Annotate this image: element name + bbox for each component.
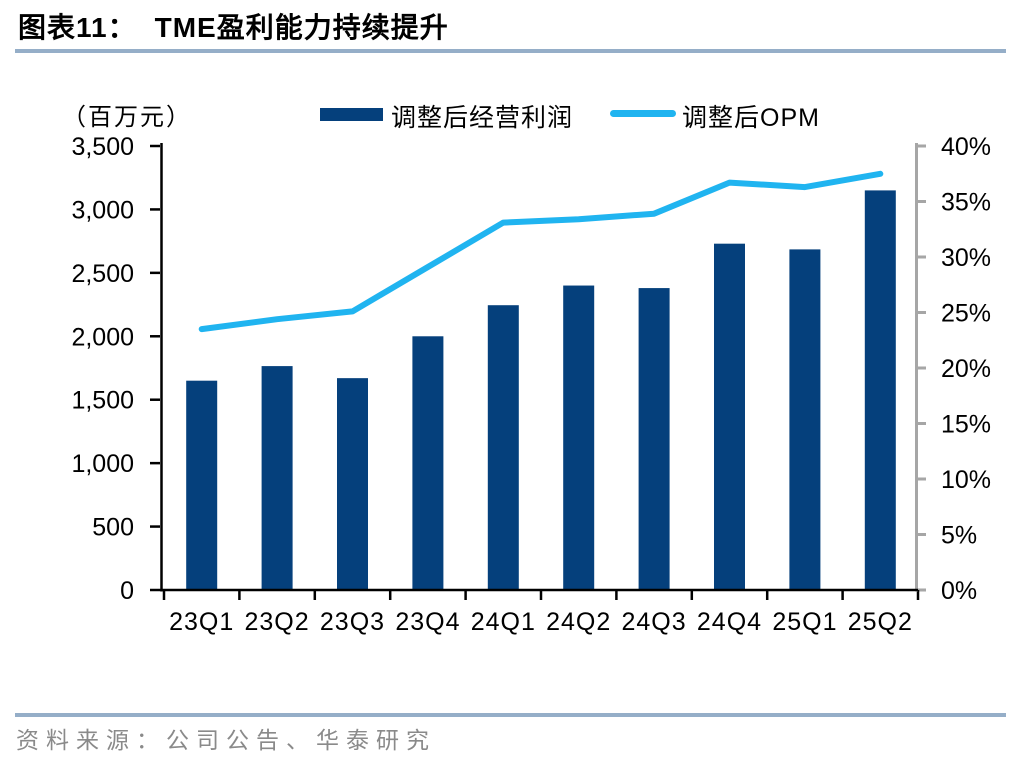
x-axis-category-label: 23Q1 bbox=[169, 608, 234, 636]
left-axis-tick-label: 2,000 bbox=[71, 323, 134, 351]
opm-line-series bbox=[198, 170, 884, 333]
left-axis-tick-label: 1,500 bbox=[71, 387, 134, 415]
bar-24Q4 bbox=[714, 243, 745, 590]
left-axis-tick-label: 500 bbox=[92, 514, 134, 542]
legend-line-swatch bbox=[610, 110, 676, 117]
x-axis-category-label: 23Q2 bbox=[245, 608, 310, 636]
figure-title-text: TME盈利能力持续提升 bbox=[154, 12, 449, 43]
right-axis-tick-label: 30% bbox=[941, 244, 991, 272]
right-axis-tick-label: 10% bbox=[941, 466, 991, 494]
bar-25Q1 bbox=[789, 249, 821, 591]
right-axis-tick-label: 20% bbox=[941, 355, 991, 383]
title-divider bbox=[15, 49, 1006, 53]
right-axis-tick-label: 15% bbox=[941, 411, 991, 439]
right-axis-tick-label: 35% bbox=[941, 189, 991, 217]
bar-25Q2 bbox=[864, 190, 896, 590]
footer-divider bbox=[15, 713, 1006, 717]
legend-bar-label: 调整后经营利润 bbox=[391, 104, 574, 132]
legend-bar-swatch bbox=[320, 108, 383, 121]
bar-23Q2 bbox=[261, 366, 293, 590]
figure-number-label: 图表11： bbox=[18, 12, 137, 43]
left-axis-tick-label: 2,500 bbox=[71, 260, 134, 288]
bar-23Q4 bbox=[412, 336, 444, 590]
x-axis-category-label: 24Q3 bbox=[622, 608, 687, 636]
left-axis-tick-label: 0 bbox=[120, 577, 134, 605]
x-axis-category-label: 23Q4 bbox=[395, 608, 460, 636]
legend-line-label: 调整后OPM bbox=[682, 104, 820, 132]
bar-24Q2 bbox=[563, 285, 595, 590]
x-axis-category-label: 23Q3 bbox=[320, 608, 385, 636]
right-axis-tick-label: 5% bbox=[941, 522, 977, 550]
x-axis-category-label: 25Q2 bbox=[848, 608, 913, 636]
bar-24Q3 bbox=[638, 288, 670, 590]
x-axis-category-label: 24Q2 bbox=[546, 608, 611, 636]
x-axis-category-label: 24Q4 bbox=[697, 608, 762, 636]
x-axis-category-label: 25Q1 bbox=[772, 608, 837, 636]
bar-23Q1 bbox=[186, 380, 218, 590]
page-title: 图表11： TME盈利能力持续提升 bbox=[18, 6, 449, 46]
x-axis-category-label: 24Q1 bbox=[471, 608, 536, 636]
left-axis-tick-label: 1,000 bbox=[71, 450, 134, 478]
left-axis-tick-label: 3,500 bbox=[71, 133, 134, 161]
bar-23Q3 bbox=[337, 378, 368, 590]
right-axis-tick-label: 40% bbox=[941, 133, 991, 161]
right-axis-tick-label: 25% bbox=[941, 300, 991, 328]
bar-24Q1 bbox=[487, 305, 519, 590]
left-axis-tick-label: 3,000 bbox=[71, 196, 134, 224]
source-note: 资料来源：公司公告、华泰研究 bbox=[16, 728, 436, 753]
left-axis-unit-label: （百万元） bbox=[62, 104, 192, 131]
right-axis-tick-label: 0% bbox=[941, 577, 977, 605]
plot-area: 0 500 1,000 1,500 2,000 2,500 3,000 3,500 0% 5% 10… bbox=[71, 133, 991, 636]
